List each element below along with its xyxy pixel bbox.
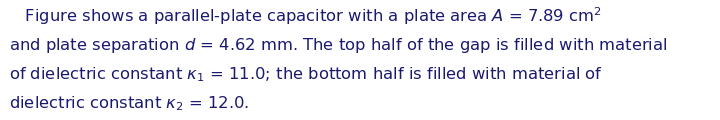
Text: dielectric constant $\kappa_2$ = 12.0.: dielectric constant $\kappa_2$ = 12.0.	[9, 94, 249, 113]
Text: $\quad$Figure shows a parallel-plate capacitor with a plate area $A$ = 7.89 cm$^: $\quad$Figure shows a parallel-plate cap…	[9, 5, 601, 27]
Text: and plate separation $d$ = 4.62 mm. The top half of the gap is filled with mater: and plate separation $d$ = 4.62 mm. The …	[9, 36, 667, 55]
Text: of dielectric constant $\kappa_1$ = 11.0; the bottom half is filled with materia: of dielectric constant $\kappa_1$ = 11.0…	[9, 65, 603, 84]
